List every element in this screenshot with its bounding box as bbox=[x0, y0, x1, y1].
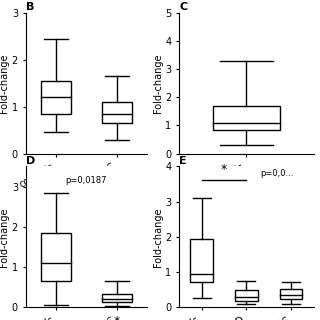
Bar bbox=[102, 294, 132, 302]
Bar bbox=[102, 102, 132, 123]
Bar bbox=[190, 239, 213, 282]
Y-axis label: Fold-change: Fold-change bbox=[153, 207, 163, 267]
Y-axis label: Fold-change: Fold-change bbox=[0, 207, 9, 267]
Text: p=0,0...: p=0,0... bbox=[260, 169, 293, 178]
Bar bbox=[41, 233, 71, 281]
Text: E: E bbox=[179, 156, 187, 166]
Bar bbox=[213, 106, 280, 130]
Text: B: B bbox=[26, 2, 34, 12]
Text: *: * bbox=[114, 315, 120, 320]
Bar bbox=[235, 290, 258, 301]
Bar bbox=[41, 81, 71, 114]
Text: p=0,0187: p=0,0187 bbox=[66, 176, 107, 185]
Y-axis label: Fold-change: Fold-change bbox=[0, 53, 9, 113]
Bar bbox=[280, 289, 302, 300]
Text: D: D bbox=[26, 156, 35, 166]
Text: *: * bbox=[221, 163, 227, 176]
Text: C: C bbox=[179, 2, 187, 12]
Y-axis label: Fold-change: Fold-change bbox=[153, 53, 163, 113]
